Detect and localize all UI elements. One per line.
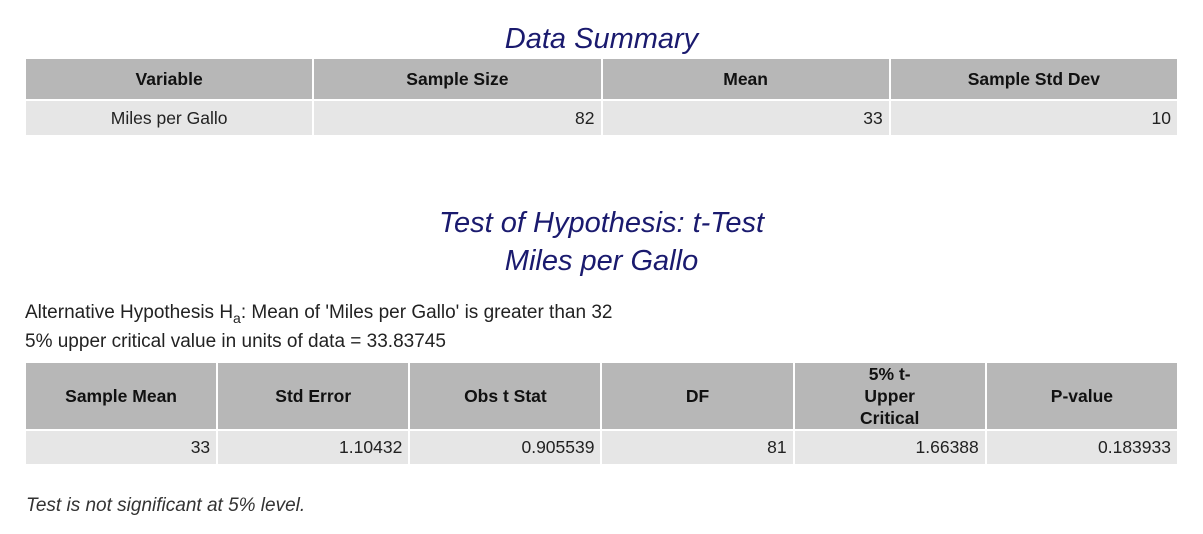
test-subtitle: Miles per Gallo [504,245,699,277]
header-sample-size: Sample Size [314,59,601,99]
cell-mean: 33 [602,101,889,135]
alternative-hypothesis: Alternative Hypothesis Ha: Mean of 'Mile… [25,300,612,326]
cell-sample-mean: 33 [26,431,217,464]
header-t-upper-critical: 5% t-Upper Critical [794,363,985,429]
alt-prefix: Alternative Hypothesis H [25,302,234,323]
t-test-table: Sample Mean Std Error Obs t Stat DF 5% t… [24,361,1179,466]
cell-t-upper-critical: 1.66388 [794,431,985,464]
table-row: Miles per Gallo 82 33 10 [26,101,1177,135]
table-row: 33 1.10432 0.905539 81 1.66388 0.183933 [26,431,1177,464]
header-sample-std-dev: Sample Std Dev [890,59,1177,99]
cell-sample-std-dev: 10 [890,101,1177,135]
data-summary-table: Variable Sample Size Mean Sample Std Dev… [24,57,1179,137]
data-summary-title: Data Summary [504,23,699,55]
significance-conclusion: Test is not significant at 5% level. [26,495,306,516]
header-variable: Variable [26,59,313,99]
cell-sample-size: 82 [314,101,601,135]
cell-df: 81 [602,431,793,464]
cell-variable: Miles per Gallo [26,101,313,135]
header-std-error: Std Error [218,363,409,429]
header-mean: Mean [602,59,889,99]
cell-std-error: 1.10432 [218,431,409,464]
alt-suffix: : Mean of 'Miles per Gallo' is greater t… [240,302,613,323]
cell-obs-t-stat: 0.905539 [410,431,601,464]
table-header-row: Variable Sample Size Mean Sample Std Dev [26,59,1177,99]
cell-p-value: 0.183933 [986,431,1177,464]
table-header-row: Sample Mean Std Error Obs t Stat DF 5% t… [26,363,1177,429]
critical-value-line: 5% upper critical value in units of data… [25,331,446,352]
test-title: Test of Hypothesis: t-Test [438,207,765,239]
header-sample-mean: Sample Mean [26,363,217,429]
header-obs-t-stat: Obs t Stat [410,363,601,429]
alt-subscript: a [233,310,241,326]
header-p-value: P-value [986,363,1177,429]
header-df: DF [602,363,793,429]
